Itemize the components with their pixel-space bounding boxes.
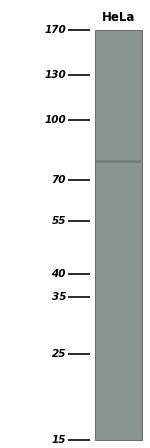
Text: 15: 15 [51,435,66,445]
Text: 55: 55 [51,215,66,226]
Text: 170: 170 [44,25,66,35]
Bar [96,160,141,164]
Text: HeLa: HeLa [102,11,135,24]
Text: 130: 130 [44,70,66,80]
Text: 35: 35 [51,292,66,302]
Text: 100: 100 [44,115,66,125]
Text: 70: 70 [51,175,66,185]
Text: 40: 40 [51,269,66,280]
Text: 25: 25 [51,349,66,359]
Bar [95,30,142,440]
